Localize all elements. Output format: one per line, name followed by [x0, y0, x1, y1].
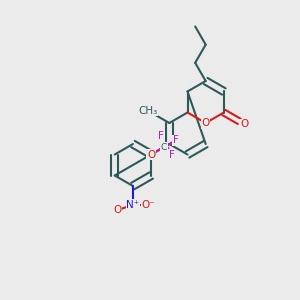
Text: O: O — [240, 119, 248, 129]
Text: F: F — [158, 131, 164, 142]
Text: F: F — [173, 135, 178, 145]
Text: O: O — [147, 149, 155, 160]
Text: C: C — [161, 142, 167, 152]
Text: F: F — [169, 150, 175, 160]
Text: O⁻: O⁻ — [142, 200, 156, 210]
Text: N⁺: N⁺ — [126, 200, 140, 210]
Text: O: O — [202, 118, 210, 128]
Text: O: O — [113, 205, 121, 215]
Text: CH₃: CH₃ — [139, 106, 158, 116]
